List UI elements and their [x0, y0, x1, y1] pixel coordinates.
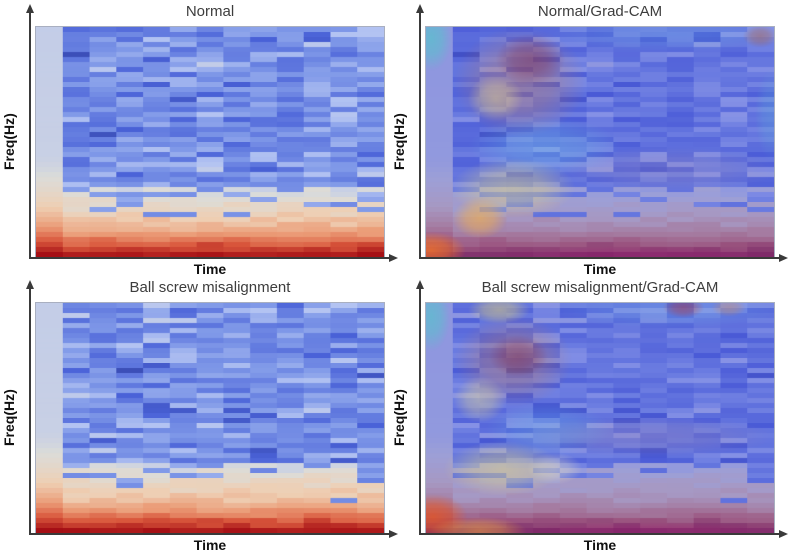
panel-title: Ball screw misalignment/Grad-CAM: [481, 279, 719, 296]
x-axis-arrow-icon: [779, 530, 788, 538]
y-axis-line: [419, 12, 421, 258]
x-axis-label: Time: [193, 537, 227, 553]
y-axis-line: [419, 288, 421, 534]
x-axis-line: [29, 533, 389, 535]
panel-ball-screw-misalignment-gradcam: Ball screw misalignment/Grad-CAM Freq(Hz…: [390, 276, 800, 553]
x-axis-arrow-icon: [779, 254, 788, 262]
y-axis-label: Freq(Hz): [1, 113, 17, 171]
x-axis-line: [29, 257, 389, 259]
x-axis-arrow-icon: [389, 530, 398, 538]
y-axis-arrow-icon: [416, 280, 424, 289]
x-axis-label: Time: [583, 537, 617, 553]
heatmap-ball-screw-misalignment: [35, 302, 385, 534]
y-axis-label: Freq(Hz): [391, 113, 407, 171]
y-axis-line: [29, 288, 31, 534]
panel-title: Normal: [185, 3, 235, 20]
panel-title: Ball screw misalignment: [129, 279, 291, 296]
x-axis-label: Time: [193, 261, 227, 277]
x-axis-arrow-icon: [389, 254, 398, 262]
heatmap-ball-screw-misalignment-gradcam: [425, 302, 775, 534]
panel-ball-screw-misalignment: Ball screw misalignment Freq(Hz) Time: [0, 276, 410, 553]
panel-title: Normal/Grad-CAM: [537, 3, 663, 20]
y-axis-arrow-icon: [26, 280, 34, 289]
x-axis-line: [419, 257, 779, 259]
y-axis-arrow-icon: [26, 4, 34, 13]
panel-normal-gradcam: Normal/Grad-CAM Freq(Hz) Time: [390, 0, 800, 277]
y-axis-label: Freq(Hz): [391, 389, 407, 447]
panel-normal: Normal Freq(Hz) Time: [0, 0, 410, 277]
x-axis-label: Time: [583, 261, 617, 277]
heatmap-normal-gradcam: [425, 26, 775, 258]
y-axis-label: Freq(Hz): [1, 389, 17, 447]
heatmap-normal: [35, 26, 385, 258]
y-axis-line: [29, 12, 31, 258]
y-axis-arrow-icon: [416, 4, 424, 13]
x-axis-line: [419, 533, 779, 535]
